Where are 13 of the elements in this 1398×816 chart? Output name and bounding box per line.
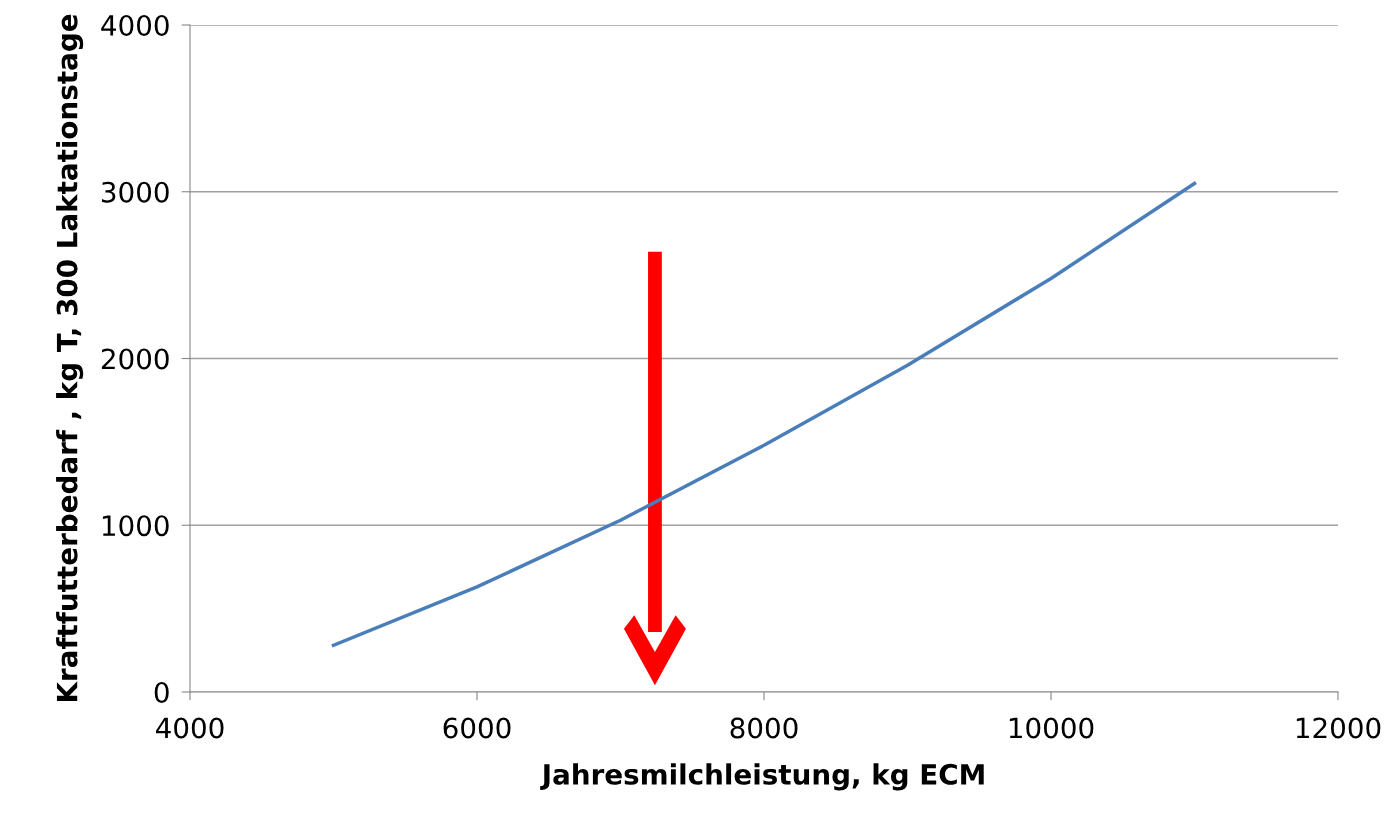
- y-tick-label: 1000: [102, 515, 169, 537]
- y-tick-label: 4000: [101, 14, 169, 36]
- y-axis-title: Kraftfutterbedarf , kg T, 300 Laktationstage: [56, 14, 84, 701]
- y-tick-label: 2000: [101, 348, 169, 370]
- x-axis-title: Jahresmilchleistung, kg ECM: [540, 763, 984, 791]
- line-series: [331, 181, 1197, 648]
- x-tick-label: 12000: [1296, 717, 1381, 739]
- x-tick-label: 4000: [156, 717, 224, 739]
- x-tick-label: 6000: [443, 717, 511, 739]
- y-tick-label: 0: [154, 681, 169, 703]
- x-tick-label: 8000: [730, 717, 798, 739]
- x-tick-label: 10000: [1009, 717, 1094, 739]
- y-tick-label: 3000: [101, 181, 169, 203]
